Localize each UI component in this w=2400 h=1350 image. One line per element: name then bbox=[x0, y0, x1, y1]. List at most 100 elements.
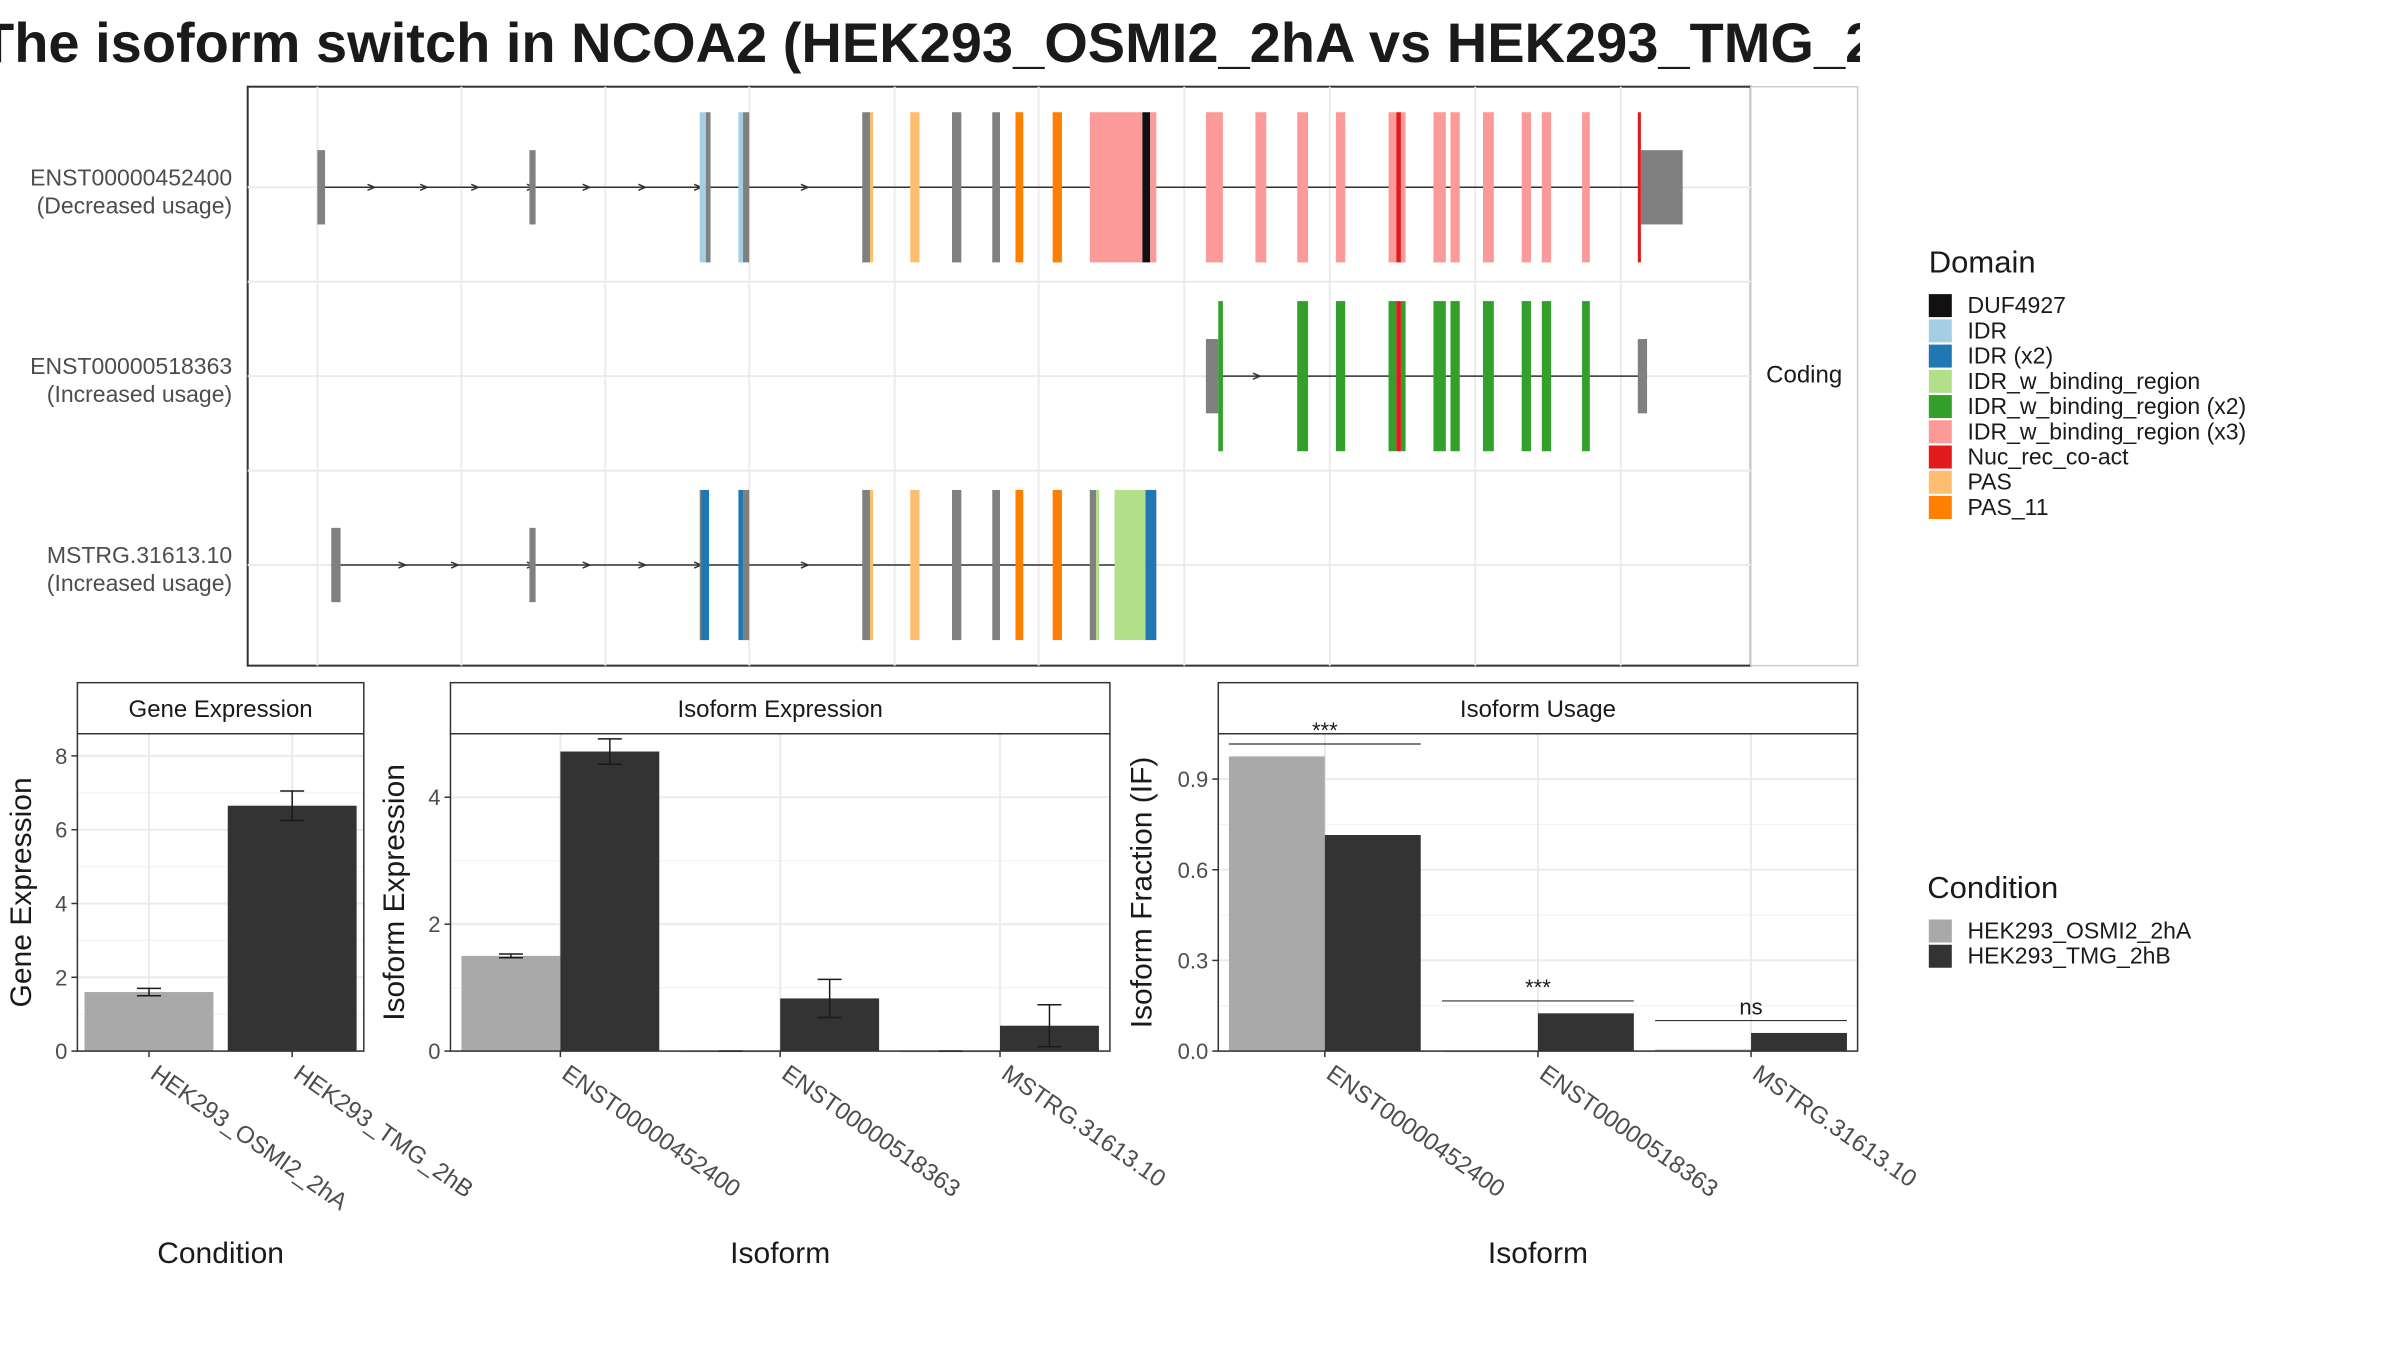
bar bbox=[1537, 1013, 1634, 1052]
strand-arrow bbox=[419, 183, 430, 191]
y-axis-title: Gene Expression bbox=[5, 777, 38, 1007]
y-tick-label: 0.3 bbox=[1178, 948, 1209, 973]
transcript-ENST00000518363: ENST00000518363(Increased usage) bbox=[30, 301, 1648, 452]
bar bbox=[1751, 1032, 1847, 1052]
exon bbox=[743, 489, 750, 641]
transcript-label: ENST00000518363 bbox=[30, 353, 232, 379]
exon bbox=[1015, 489, 1024, 641]
exon bbox=[1052, 112, 1062, 263]
exon bbox=[1015, 112, 1024, 263]
panel-strip-title: Gene Expression bbox=[129, 696, 313, 723]
exon bbox=[1541, 112, 1552, 263]
y-tick-label: 2 bbox=[428, 912, 440, 937]
x-axis-title: Isoform bbox=[730, 1237, 830, 1270]
exon bbox=[529, 150, 536, 225]
legend-label: PAS_11 bbox=[1968, 494, 2049, 520]
exon bbox=[699, 489, 702, 641]
exon bbox=[1205, 339, 1219, 414]
panel-isoform-usage: Isoform Usage *** *** ns 0.0 0.3 0.6 0.9 ENST000… bbox=[1126, 681, 1922, 1270]
bar bbox=[560, 751, 660, 1052]
legend-key bbox=[1928, 470, 1952, 494]
exon bbox=[529, 527, 536, 603]
x-axis-title: Isoform bbox=[1488, 1237, 1588, 1270]
exon bbox=[705, 112, 711, 263]
transcript-label: MSTRG.31613.10 bbox=[47, 542, 232, 568]
exon bbox=[1095, 489, 1100, 641]
x-axis-title: Condition bbox=[157, 1237, 284, 1270]
x-tick-label: ENST00000452400 bbox=[557, 1060, 745, 1203]
exon bbox=[1150, 112, 1157, 263]
exon bbox=[738, 489, 744, 641]
strand-arrow bbox=[398, 561, 408, 569]
exon bbox=[1218, 301, 1223, 452]
x-tick-label: MSTRG.31613.10 bbox=[1748, 1060, 1922, 1193]
strand-arrow bbox=[800, 561, 810, 569]
exon bbox=[1482, 112, 1494, 263]
exon bbox=[910, 489, 920, 641]
y-tick-label: 6 bbox=[55, 818, 67, 843]
exon bbox=[1521, 301, 1531, 452]
transcript-MSTRG.31613.10: MSTRG.31613.10(Increased usage) bbox=[47, 489, 1157, 641]
legend-key bbox=[1928, 919, 1952, 943]
exon bbox=[1396, 112, 1401, 263]
strand-arrow bbox=[470, 183, 481, 191]
exon bbox=[869, 112, 874, 263]
transcript-status: (Increased usage) bbox=[47, 381, 232, 407]
panel-isoform-expression: Isoform Expression 0 2 4 ENST00000452400 ENST… bbox=[378, 681, 1171, 1270]
exon bbox=[331, 527, 341, 603]
panel-strip bbox=[1217, 681, 1859, 735]
legend-key bbox=[1928, 344, 1952, 368]
legend-key bbox=[1928, 294, 1952, 318]
bar bbox=[1228, 756, 1325, 1052]
x-tick-label: ENST00000518363 bbox=[777, 1060, 965, 1203]
exon bbox=[862, 489, 870, 641]
exon bbox=[1637, 112, 1641, 263]
y-tick-label: 0.0 bbox=[1178, 1039, 1209, 1064]
exon bbox=[738, 112, 744, 263]
exon bbox=[869, 489, 874, 641]
exon bbox=[1205, 112, 1223, 263]
y-tick-label: 0 bbox=[55, 1039, 67, 1064]
transcript-status: (Increased usage) bbox=[47, 570, 232, 596]
exon bbox=[1450, 112, 1460, 263]
strand-arrow bbox=[638, 183, 648, 191]
panel-frame bbox=[76, 733, 365, 1052]
exon bbox=[1521, 112, 1531, 263]
legend-key bbox=[1928, 944, 1952, 968]
y-tick-label: 0 bbox=[428, 1039, 440, 1064]
bar bbox=[461, 955, 561, 1052]
exon bbox=[1640, 150, 1683, 225]
facet-strip bbox=[1750, 85, 1859, 667]
exon bbox=[1400, 301, 1406, 452]
exon bbox=[1582, 112, 1590, 263]
strand-arrow bbox=[582, 561, 592, 569]
exon bbox=[743, 112, 750, 263]
bar bbox=[227, 805, 357, 1052]
y-tick-label: 2 bbox=[55, 965, 67, 990]
exon bbox=[1433, 301, 1446, 452]
bar bbox=[1655, 1049, 1752, 1052]
bar bbox=[1324, 834, 1421, 1052]
strand-arrow bbox=[367, 183, 377, 191]
exon bbox=[1637, 339, 1648, 414]
exon bbox=[1482, 301, 1494, 452]
x-tick-label: ENST00000518363 bbox=[1534, 1060, 1722, 1203]
exon bbox=[1450, 301, 1460, 452]
panel-strip-title: Isoform Usage bbox=[1460, 696, 1616, 723]
transcript-status: (Decreased usage) bbox=[37, 192, 233, 218]
y-tick-label: 4 bbox=[55, 891, 67, 916]
strand-arrow bbox=[1252, 372, 1262, 380]
exon bbox=[1335, 112, 1346, 263]
condition-legend-title: Condition bbox=[1927, 870, 2058, 905]
strand-arrow bbox=[638, 561, 648, 569]
legend-label: Nuc_rec_co-act bbox=[1968, 444, 2130, 470]
bar bbox=[84, 992, 214, 1052]
y-tick-label: 0.9 bbox=[1178, 767, 1209, 792]
panel-strip-title: Isoform Expression bbox=[677, 696, 882, 723]
legend-label: HEK293_TMG_2hB bbox=[1968, 943, 2171, 969]
exon bbox=[1089, 112, 1143, 263]
x-tick-label: MSTRG.31613.10 bbox=[997, 1060, 1171, 1193]
exon bbox=[1255, 112, 1267, 263]
legend-key bbox=[1928, 445, 1952, 469]
